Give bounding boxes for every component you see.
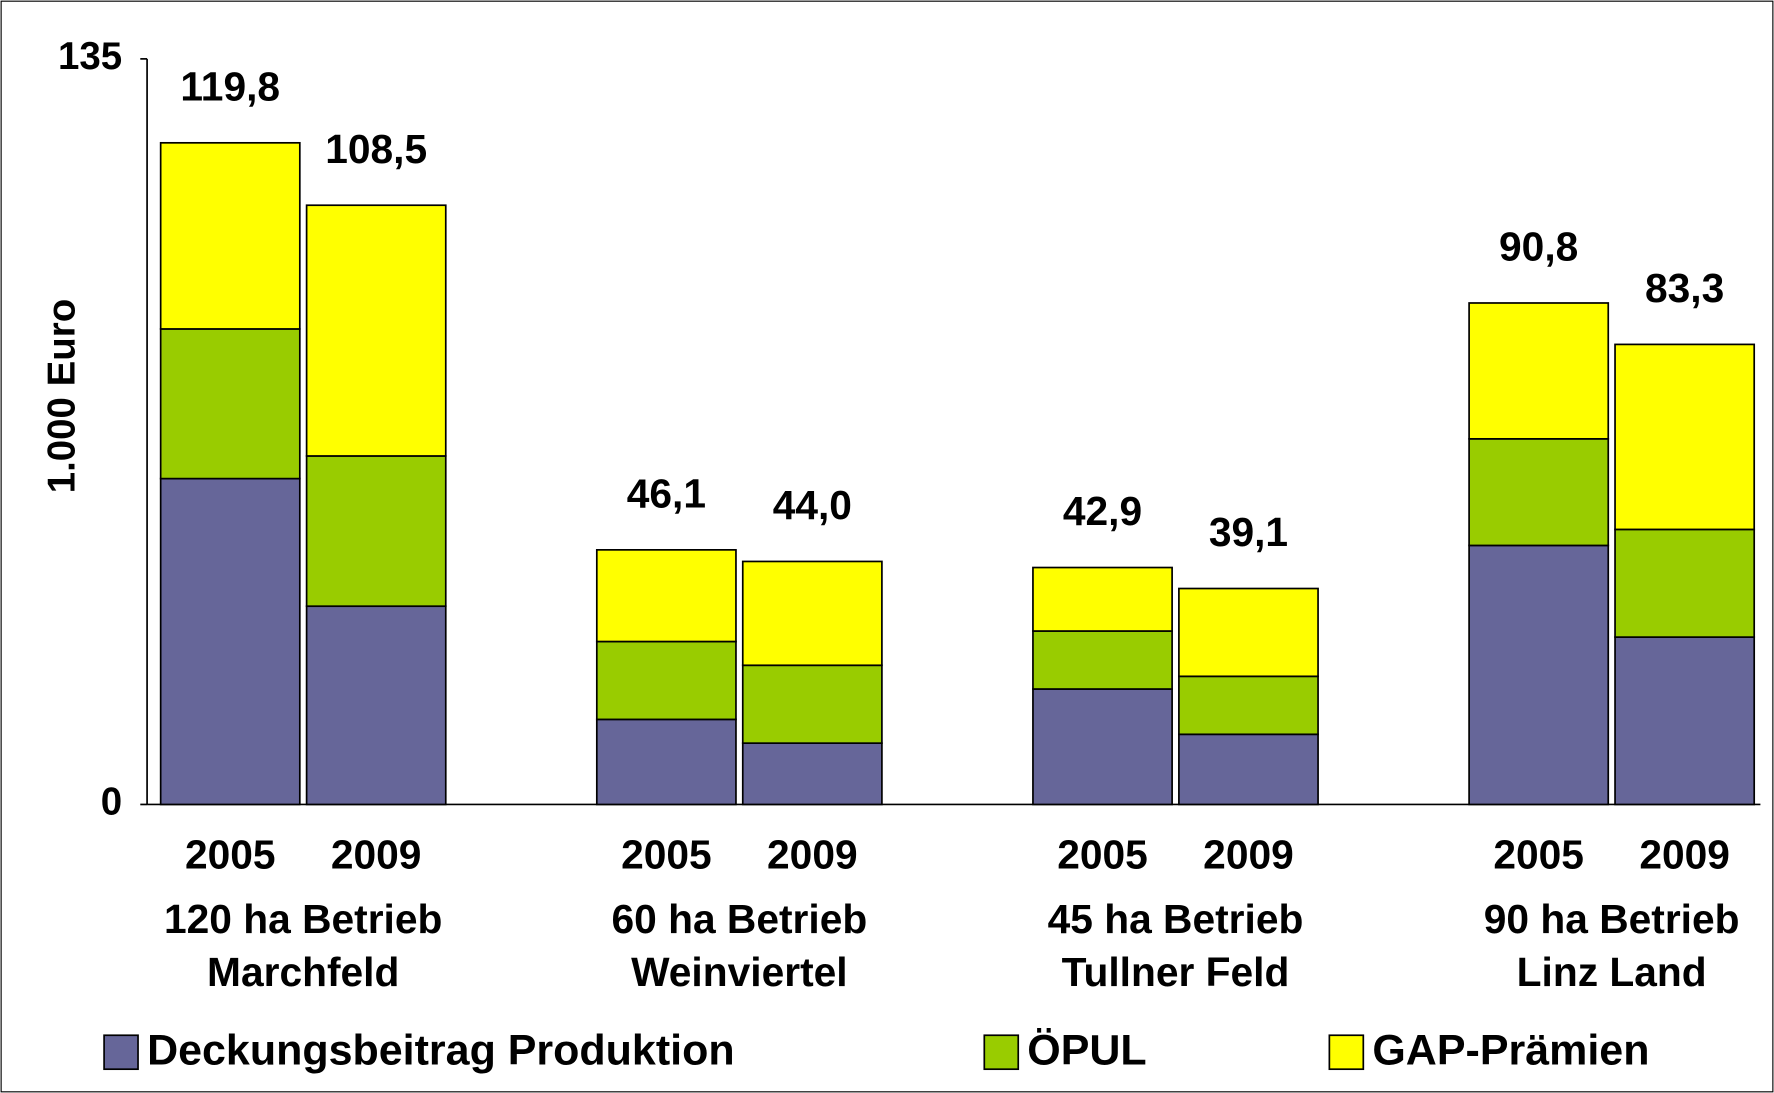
bar-segment	[1614, 528, 1756, 638]
bar-segment	[741, 742, 883, 806]
bar-segment	[305, 455, 447, 608]
x-tick-label: 2009	[331, 831, 422, 877]
legend-swatch	[103, 1034, 139, 1071]
y-tick-label: 0	[101, 781, 122, 824]
y-axis-label: 1.000 Euro	[41, 299, 84, 494]
x-tick-label: 2009	[1203, 831, 1294, 877]
legend-label: Deckungsbeitrag Produktion	[147, 1027, 735, 1075]
y-tick-label: 135	[58, 35, 122, 78]
bar-segment	[1614, 343, 1756, 531]
bar-segment	[1032, 630, 1173, 690]
bar-segment	[1178, 587, 1319, 678]
x-tick-label: 2009	[1639, 831, 1730, 877]
group-label: 90 ha Betrieb	[1484, 896, 1740, 942]
total-label: 46,1	[627, 470, 706, 516]
total-label: 83,3	[1645, 265, 1724, 311]
bar-segment	[1468, 544, 1610, 806]
bar-segment	[1032, 688, 1173, 806]
bar-segment	[595, 640, 737, 721]
bar-segment	[305, 605, 447, 806]
x-tick-label: 2005	[1057, 831, 1148, 877]
group-label: 45 ha Betrieb	[1048, 896, 1304, 942]
bar-segment	[1178, 675, 1319, 736]
group-label: Weinviertel	[631, 949, 848, 995]
bar-segment	[741, 560, 883, 667]
total-label: 42,9	[1063, 488, 1142, 534]
bar-segment	[1468, 302, 1610, 440]
bar-segment	[741, 664, 883, 744]
group-label: Tullner Feld	[1062, 949, 1290, 995]
group-label: 60 ha Betrieb	[611, 896, 867, 942]
bar-segment	[1178, 733, 1319, 806]
bar-segment	[595, 549, 737, 643]
bar-segment	[595, 718, 737, 806]
group-label: Marchfeld	[207, 949, 399, 995]
total-label: 39,1	[1209, 509, 1288, 555]
bar-segment	[1032, 566, 1173, 632]
x-tick-label: 2009	[767, 831, 858, 877]
x-tick-label: 2005	[1493, 831, 1584, 877]
total-label: 44,0	[773, 482, 852, 528]
legend-label: ÖPUL	[1027, 1027, 1146, 1075]
bar-segment	[305, 204, 447, 457]
legend-swatch	[1328, 1034, 1365, 1071]
x-tick-label: 2005	[621, 831, 712, 877]
bar-segment	[159, 477, 301, 806]
legend-swatch	[983, 1034, 1020, 1071]
total-label: 108,5	[325, 126, 427, 172]
total-label: 90,8	[1499, 224, 1578, 270]
bar-segment	[159, 328, 301, 480]
legend-label: GAP-Prämien	[1372, 1027, 1649, 1075]
x-tick-label: 2005	[185, 831, 276, 877]
bar-segment	[159, 141, 301, 330]
group-label: Linz Land	[1517, 949, 1707, 995]
bar-segment	[1614, 636, 1756, 806]
total-label: 119,8	[180, 63, 280, 109]
bar-segment	[1468, 437, 1610, 547]
group-label: 120 ha Betrieb	[164, 896, 442, 942]
